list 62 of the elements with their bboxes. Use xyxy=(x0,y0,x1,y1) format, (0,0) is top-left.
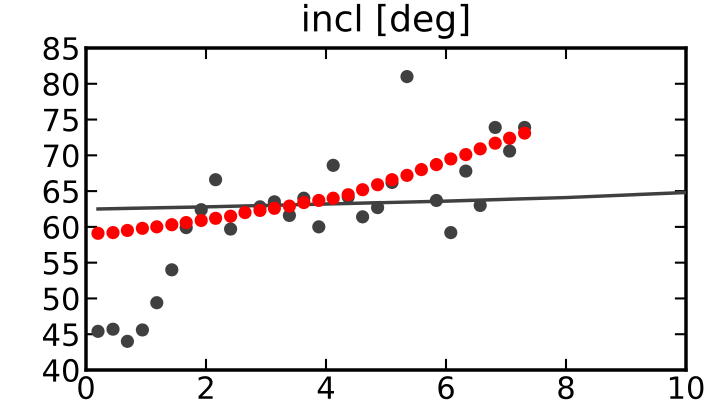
point xyxy=(371,178,384,192)
point xyxy=(356,210,370,224)
point xyxy=(312,194,326,207)
point xyxy=(180,216,193,230)
point xyxy=(459,148,472,162)
point xyxy=(224,210,238,223)
point xyxy=(400,70,414,84)
point xyxy=(297,196,310,210)
point xyxy=(209,212,222,225)
point xyxy=(488,120,502,134)
point xyxy=(326,158,340,172)
point xyxy=(459,164,472,178)
y-tick-label: 85 xyxy=(44,36,78,60)
point xyxy=(136,323,149,337)
point xyxy=(106,226,120,240)
point xyxy=(136,222,149,235)
y-tick-label: 60 xyxy=(44,216,78,239)
point xyxy=(120,224,134,238)
point xyxy=(91,226,105,240)
point xyxy=(444,226,458,240)
y-tick-label: 65 xyxy=(44,180,78,204)
point xyxy=(165,218,178,232)
point xyxy=(106,322,120,336)
y-tick-label: 55 xyxy=(44,252,78,275)
x-tick-label: 4 xyxy=(318,376,334,399)
x-tick-label: 2 xyxy=(198,376,213,399)
point xyxy=(400,168,414,182)
point xyxy=(414,163,428,176)
point xyxy=(503,144,516,158)
point xyxy=(356,183,370,196)
point xyxy=(518,126,532,140)
point xyxy=(312,220,326,234)
point xyxy=(444,152,458,166)
point xyxy=(91,324,105,338)
y-tick-label: 70 xyxy=(44,144,78,168)
point xyxy=(150,296,164,310)
y-tick-label: 50 xyxy=(44,287,78,310)
chart-title: incl [deg] xyxy=(304,4,468,39)
point xyxy=(238,206,252,220)
x-tick-label: 6 xyxy=(438,376,454,400)
point xyxy=(150,220,164,234)
x-tick-label: 8 xyxy=(558,376,574,400)
point xyxy=(224,222,238,236)
point xyxy=(385,173,399,186)
y-tick-label: 40 xyxy=(43,358,78,382)
y-tick-label: 75 xyxy=(44,108,78,132)
point xyxy=(430,158,443,172)
point xyxy=(282,200,296,213)
x-tick-label: 10 xyxy=(670,376,704,400)
point xyxy=(488,136,502,150)
point xyxy=(503,132,516,145)
point xyxy=(120,334,134,348)
point xyxy=(209,173,222,186)
point xyxy=(165,263,178,276)
y-tick-label: 45 xyxy=(43,324,78,346)
point xyxy=(194,214,208,228)
point xyxy=(268,202,281,215)
y-tick-label: 80 xyxy=(44,72,78,96)
point xyxy=(253,204,267,218)
point xyxy=(326,192,340,205)
point xyxy=(474,142,487,156)
x-tick-label: 0 xyxy=(78,376,94,400)
